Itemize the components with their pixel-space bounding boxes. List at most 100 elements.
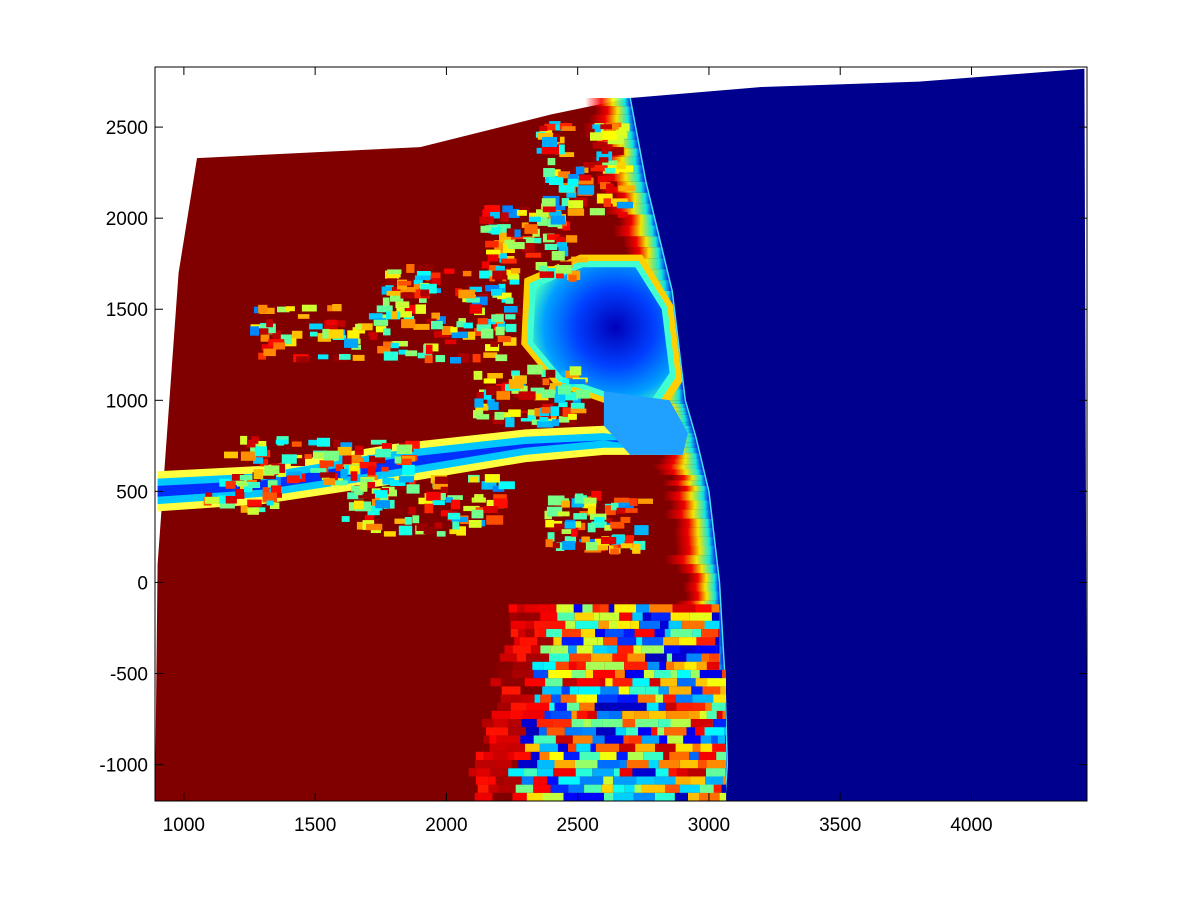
scatter-cell [360,478,373,486]
south-band-cell [667,735,684,744]
x-tick-label: 3500 [819,815,861,836]
scatter-cell [290,458,305,466]
scatter-cell [569,379,586,385]
scatter-cell [204,496,220,504]
scatter-cell [613,540,622,549]
scatter-cell [578,177,594,185]
scatter-cell [402,464,415,475]
south-band-cell [605,678,613,687]
south-band-cell [537,604,557,613]
scatter-cell [404,517,412,525]
south-band-cell [706,710,717,719]
scatter-cell [247,499,262,507]
south-band-cell [533,669,549,679]
south-band-cell [496,661,513,670]
south-band-cell [660,620,669,629]
scatter-cell [323,478,335,486]
south-band-cell [525,628,535,638]
scatter-cell [551,251,565,261]
south-band-cell [597,694,618,703]
scatter-cell [349,465,360,475]
scatter-cell [524,224,538,234]
south-band-cell [700,743,713,752]
south-band-cell [676,702,693,711]
south-band-cell [666,661,674,670]
south-band-cell [643,669,655,679]
scatter-cell [479,216,494,224]
scatter-cell [508,242,525,250]
scatter-cell [354,500,364,510]
scatter-cell [587,505,596,515]
scatter-cell [390,293,404,302]
scatter-cell [585,542,598,551]
scatter-cell [542,144,559,155]
scatter-cell [544,243,558,250]
south-band-cell [612,784,625,793]
south-band-cell [645,686,659,695]
south-band-cell [515,784,534,793]
scatter-cell [385,270,401,279]
scatter-cell [387,269,402,275]
south-band-cell [696,661,707,670]
south-band-cell [593,669,615,679]
south-band-cell [705,702,712,711]
scatter-cell [486,385,502,395]
shoreline-cell [676,564,719,574]
south-band-cell [692,628,702,638]
scatter-cell [269,502,280,509]
scatter-cell [366,523,383,531]
scatter-cell [359,482,368,492]
south-band-cell [636,776,655,785]
scatter-cell [569,419,577,426]
scatter-cell [406,264,415,273]
scatter-cell [494,240,512,250]
south-band-cell [489,735,497,744]
south-band-cell [695,604,712,613]
south-band-cell [689,751,699,760]
y-tick-label: 1500 [106,300,148,321]
south-band-cell [700,735,711,744]
south-band-cell [494,760,512,769]
south-band-cell [536,719,553,728]
scatter-cell [309,331,318,337]
scatter-cell [497,224,511,234]
scatter-cell [456,526,466,536]
scatter-cell [485,285,500,292]
south-band-cell [674,792,689,801]
shoreline-cell [622,236,662,248]
scatter-cell [582,497,597,504]
scatter-cell [434,522,443,529]
scatter-cell [264,465,280,475]
scatter-cell [541,198,556,207]
south-band-cell [516,653,527,662]
scatter-cell [600,182,611,190]
south-band-cell [534,628,540,638]
scatter-cell [369,332,378,340]
south-band-cell [713,784,722,793]
south-band-cell [526,653,550,662]
scatter-cell [547,158,556,166]
scatter-cell [391,341,408,347]
scatter-cell [568,174,579,182]
scatter-cell [440,510,452,517]
shoreline-cell [674,485,709,492]
south-band-cell [718,628,720,638]
scatter-cell [232,474,245,481]
scatter-cell [463,505,480,512]
south-band-cell [695,727,705,736]
south-band-cell [651,727,658,736]
south-band-cell [551,694,561,703]
scatter-cell [562,541,576,550]
scatter-cell [496,384,511,392]
south-band-cell [597,760,620,769]
scatter-cell [591,490,602,501]
south-band-cell [697,760,707,769]
scatter-cell [244,483,252,493]
south-band-cell [576,678,600,687]
scatter-cell [601,537,617,545]
scatter-cell [394,518,410,524]
scatter-cell [319,460,334,467]
south-band-cell [608,604,615,613]
south-band-cell [643,751,664,760]
south-band-cell [549,702,555,711]
